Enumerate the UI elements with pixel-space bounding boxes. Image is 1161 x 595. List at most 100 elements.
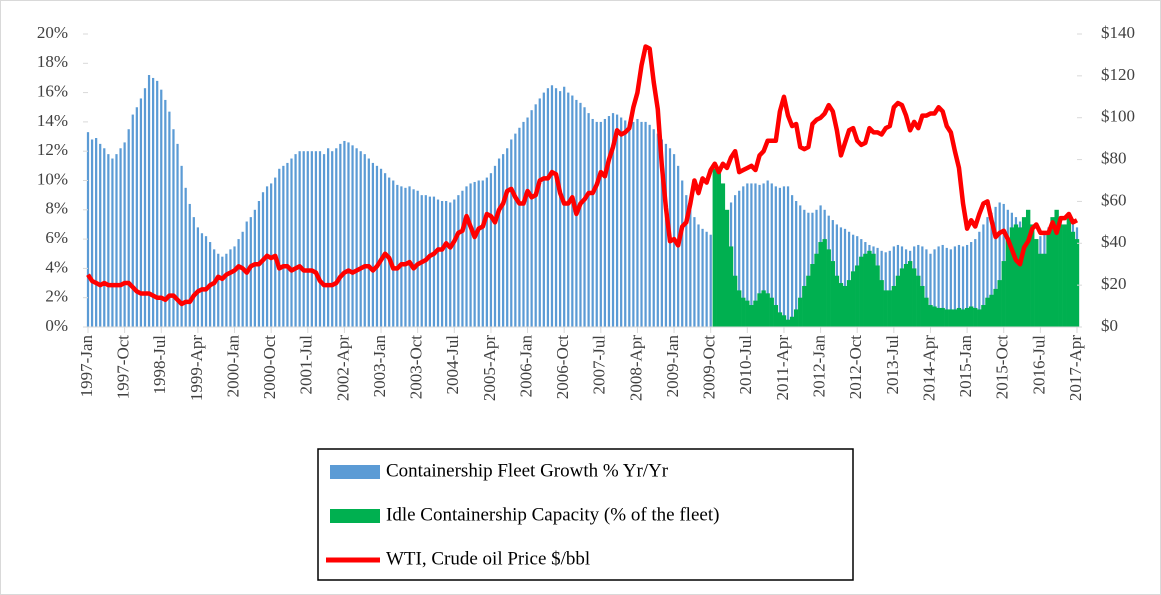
bar xyxy=(989,294,994,327)
bar xyxy=(383,173,387,327)
bar xyxy=(221,256,224,327)
x-tick-label: 2005-Apr xyxy=(480,335,499,401)
bar xyxy=(396,184,399,327)
bar xyxy=(977,309,982,327)
bar xyxy=(974,239,977,327)
bar xyxy=(445,201,448,327)
bar xyxy=(204,236,208,327)
bar xyxy=(1034,239,1039,327)
bar xyxy=(506,148,509,327)
bar xyxy=(689,209,692,327)
bar xyxy=(761,290,766,327)
bar xyxy=(416,190,419,327)
bar xyxy=(563,86,566,328)
y-tick-label: 18% xyxy=(37,52,68,71)
bar xyxy=(871,253,876,327)
bar xyxy=(270,183,273,327)
bar xyxy=(1021,217,1027,327)
bar xyxy=(579,102,582,327)
bar xyxy=(172,129,175,327)
bar xyxy=(465,186,468,327)
bar xyxy=(131,114,134,327)
bar xyxy=(343,140,346,327)
bar xyxy=(993,288,998,327)
bar xyxy=(253,209,256,327)
bar xyxy=(322,154,326,327)
bar xyxy=(550,85,554,328)
legend-label: Idle Containership Capacity (% of the fl… xyxy=(386,504,719,525)
bar xyxy=(822,239,827,327)
bar xyxy=(925,249,928,327)
bar xyxy=(469,183,472,327)
bar xyxy=(290,158,293,327)
bar xyxy=(785,319,791,327)
x-tick-label: 2013-Jul xyxy=(883,335,902,395)
bar xyxy=(510,139,513,327)
bar xyxy=(956,307,962,327)
bar xyxy=(754,183,757,327)
bar xyxy=(526,117,529,327)
bar xyxy=(745,300,750,327)
x-tick-label: 1998-Jul xyxy=(150,335,169,395)
bar xyxy=(371,162,375,327)
bar xyxy=(502,154,505,327)
bar xyxy=(1009,227,1015,327)
bar xyxy=(1070,231,1076,327)
bar xyxy=(457,195,460,327)
bar xyxy=(875,265,880,327)
bar xyxy=(847,231,851,327)
bar xyxy=(724,209,730,327)
bar xyxy=(850,271,856,327)
bar xyxy=(542,92,545,327)
bar xyxy=(1050,217,1055,327)
bar xyxy=(758,184,761,327)
bar xyxy=(359,151,362,327)
bar xyxy=(347,142,350,327)
bar xyxy=(895,275,901,327)
x-tick-label: 2004-Jul xyxy=(443,335,462,395)
bar xyxy=(318,151,322,327)
bar xyxy=(339,143,342,327)
bar xyxy=(732,275,738,327)
bar xyxy=(139,98,143,328)
bar xyxy=(879,280,884,327)
bar xyxy=(644,121,647,328)
bar xyxy=(591,118,594,327)
bar xyxy=(558,91,562,327)
bar xyxy=(773,305,779,327)
x-tick-label: 2007-Jul xyxy=(590,335,609,395)
x-tick-label: 1997-Jan xyxy=(77,335,96,398)
bar xyxy=(769,297,774,327)
bar xyxy=(379,168,383,327)
legend-label: WTI, Crude oil Price $/bbl xyxy=(386,548,590,569)
bar xyxy=(436,199,440,327)
x-tick-label: 2009-Oct xyxy=(700,335,719,399)
bar xyxy=(1005,239,1010,327)
bar xyxy=(753,300,758,327)
bar xyxy=(750,183,753,327)
bar xyxy=(306,151,309,327)
bar xyxy=(477,180,480,327)
bar xyxy=(449,202,452,327)
bar xyxy=(196,227,200,327)
bar xyxy=(887,290,892,327)
bar xyxy=(90,139,94,327)
bar xyxy=(111,158,114,327)
bar xyxy=(681,180,684,327)
bar xyxy=(985,297,990,327)
bar xyxy=(595,121,598,328)
bar xyxy=(453,199,456,327)
bar xyxy=(807,212,810,327)
bar xyxy=(432,196,436,327)
bar xyxy=(518,127,521,327)
y-tick-label: 2% xyxy=(45,287,68,306)
x-tick-label: 2010-Jul xyxy=(736,335,755,395)
bar xyxy=(749,305,754,327)
y-tick-label: 8% xyxy=(45,199,68,218)
bar xyxy=(355,148,358,327)
bar xyxy=(789,316,795,327)
bar xyxy=(741,297,746,327)
bar xyxy=(620,117,623,327)
bar xyxy=(375,165,379,327)
